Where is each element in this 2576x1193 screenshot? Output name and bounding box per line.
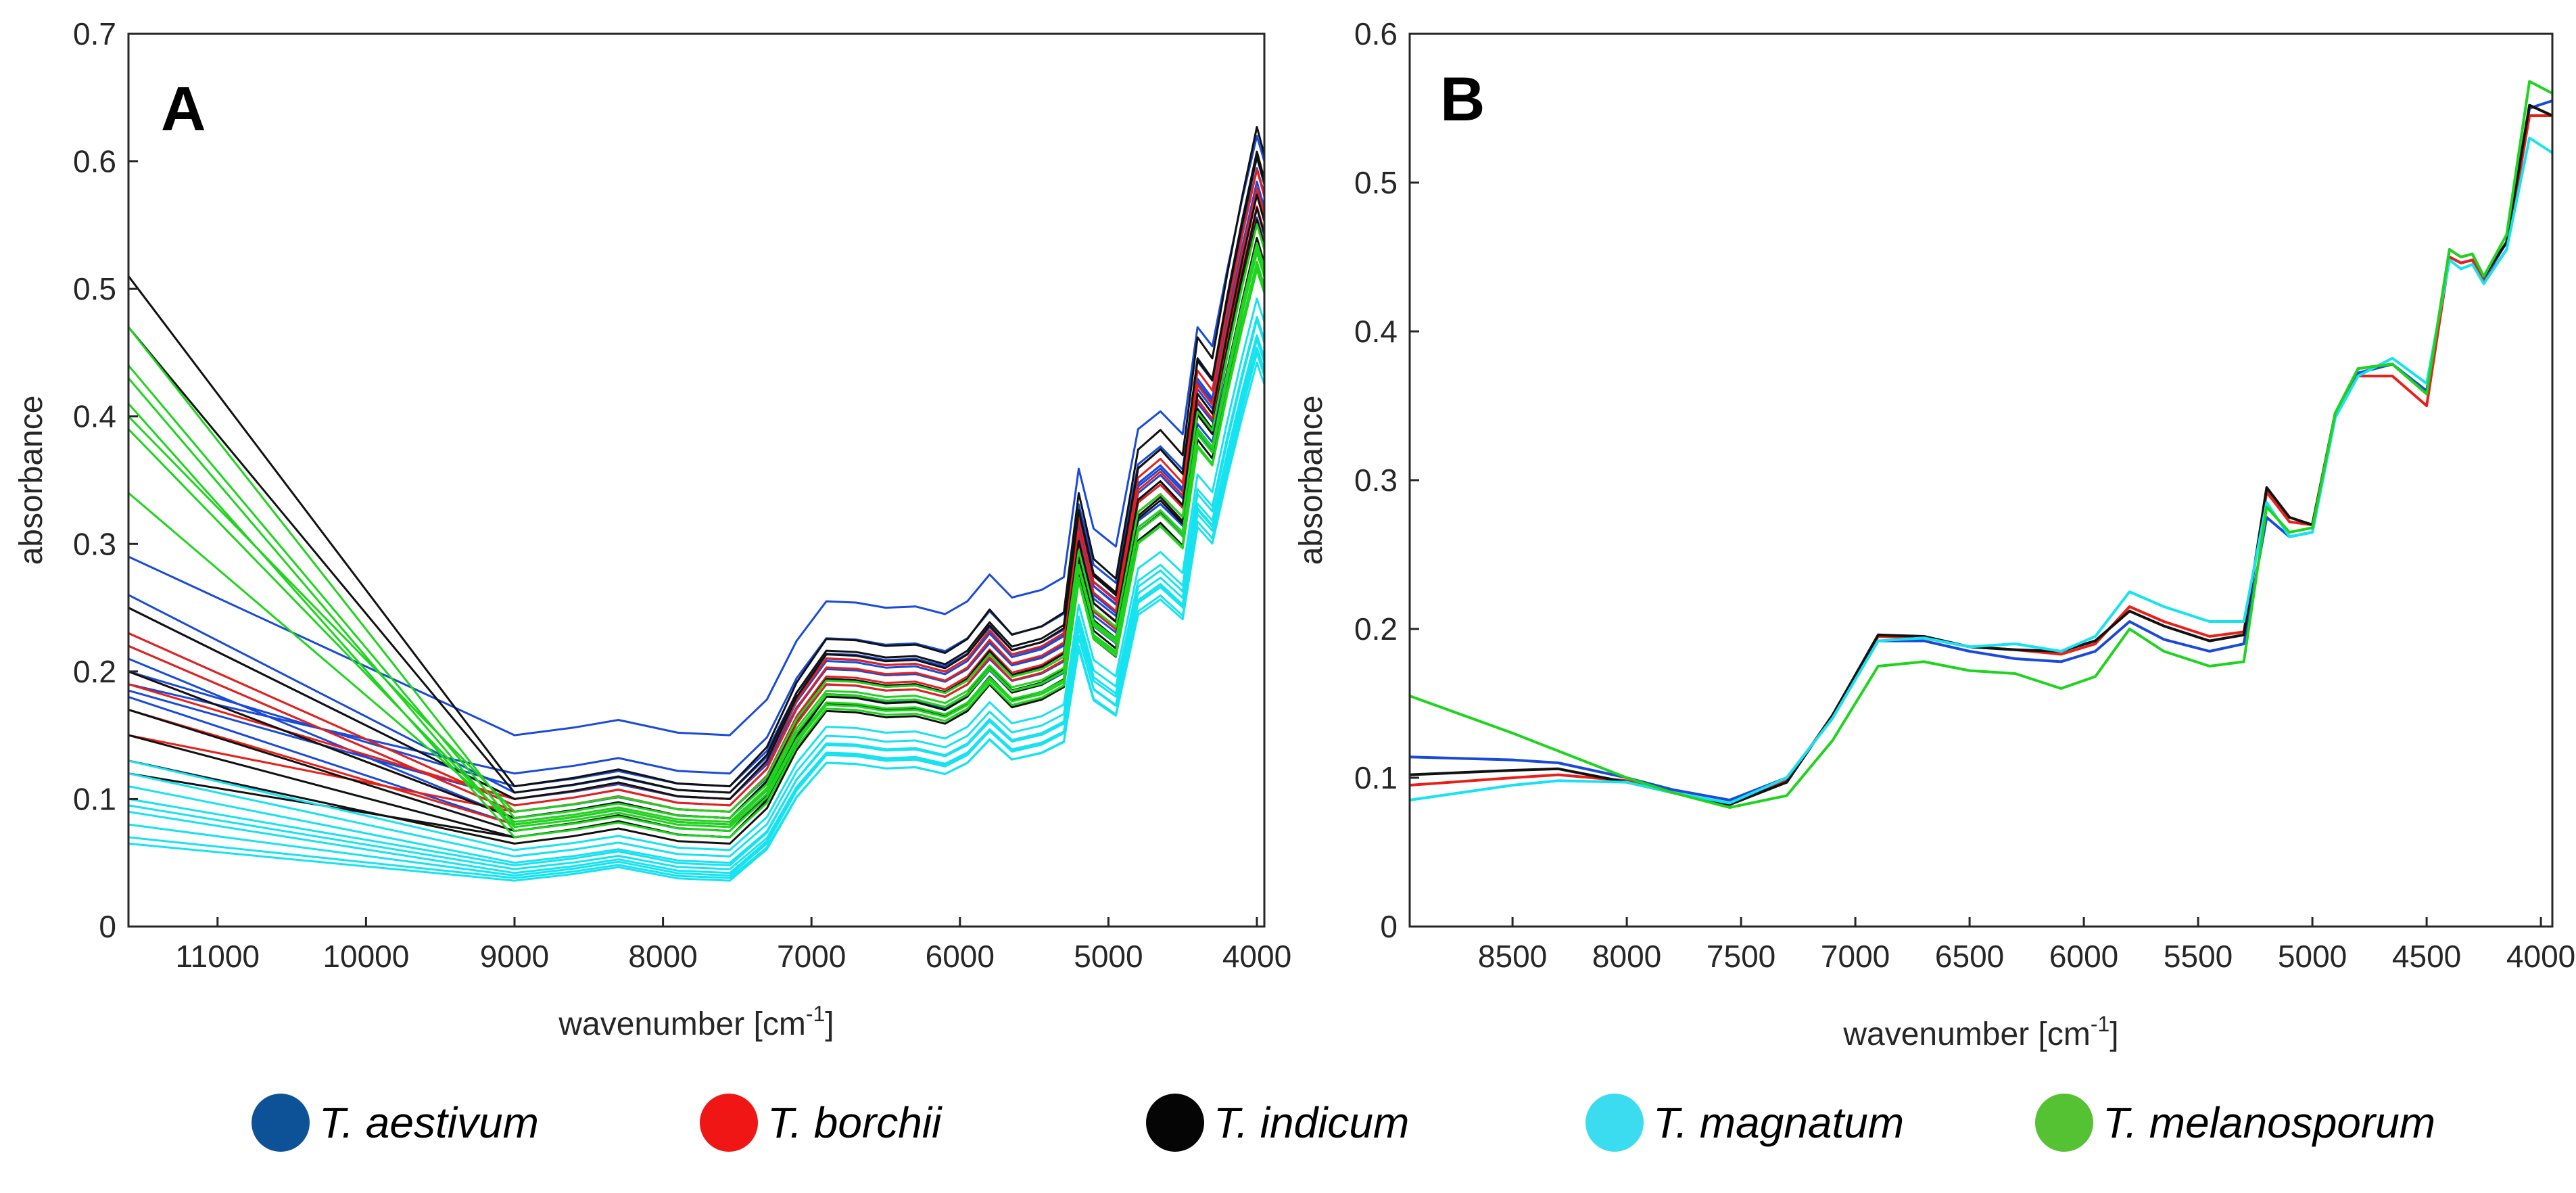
panel-b: 8500 8000 7500 7000 6500 6000 5500 5000 4500 4000…	[1293, 16, 2575, 1052]
panel-a-x-tick-label-9000: 9000	[480, 939, 549, 974]
panel-b-letter: B	[1440, 65, 1485, 134]
panel-a-spectrum-t-indicum-2	[127, 156, 1266, 794]
panel-a-spectrum-t-magnatum-9	[128, 352, 1266, 882]
panel-a-spectrum-t-indicum-1	[127, 126, 1266, 788]
panel-a-plot-area	[128, 34, 1264, 927]
panel-a-spectrum-t-indicum-7	[128, 249, 1266, 845]
panel-b-x-tick-label-4000: 4000	[2506, 939, 2575, 974]
panel-a-series	[127, 126, 1266, 882]
legend-label-t-magnatum: T. magnatum	[1653, 1098, 1905, 1147]
panel-a-spectrum-t-melanosporum-4	[127, 260, 1266, 839]
legend-label-t-indicum: T. indicum	[1214, 1098, 1410, 1147]
panel-b-y-tick-label-6: 0.6	[1354, 16, 1398, 51]
panel-b-x-axis-label-main: wavenumber [cm	[1842, 1016, 2090, 1052]
legend-item-t-melanosporum: T. melanosporum	[2035, 1082, 2435, 1163]
legend-item-t-indicum: T. indicum	[1146, 1082, 1409, 1163]
panel-a-x-axis-label: wavenumber [cm-1]	[558, 1002, 834, 1042]
panel-a-y-tick-label-2: 0.2	[73, 654, 116, 689]
panel-a-spectrum-t-melanosporum-5	[127, 223, 1266, 813]
panel-b-x-tick-label-4500: 4500	[2392, 939, 2461, 974]
panel-a-y-tick-label-1: 0.1	[73, 781, 116, 816]
legend-label-t-aestivum: T. aestivum	[319, 1098, 539, 1147]
panel-a-y-tick-label-0: 0	[99, 909, 116, 944]
legend-item-t-borchii: T. borchii	[700, 1082, 941, 1163]
panel-b-y-tick-label-1: 0.1	[1354, 760, 1398, 795]
panel-b-frame	[1408, 32, 2554, 928]
panel-a-x-tick-label-6000: 6000	[926, 939, 995, 974]
panel-a-x-axis-label-sup: -1	[806, 1002, 825, 1026]
panel-a-x-tick-label-5000: 5000	[1074, 939, 1143, 974]
legend-label-t-melanosporum: T. melanosporum	[2103, 1098, 2436, 1147]
panel-b-x-tick-label-7500: 7500	[1707, 939, 1775, 974]
panel-b-x-tick-label-7000: 7000	[1821, 939, 1890, 974]
panel-b-mean-spectrum-t-melanosporum	[1409, 80, 2553, 809]
panel-a-spectrum-t-magnatum-3	[128, 334, 1266, 864]
legend-swatch-t-borchii	[700, 1094, 758, 1152]
panel-a-y-tick-label-7: 0.7	[73, 16, 116, 51]
panel-a-y-tick-label-6: 0.6	[73, 144, 116, 179]
panel-a-axes: 11000 10000 9000 8000 7000 6000 5000 4000 0 0.1 0.…	[73, 16, 1291, 974]
panel-a-x-tick-label-8000: 8000	[628, 939, 697, 974]
panel-b-x-axis-label: wavenumber [cm-1]	[1842, 1012, 2118, 1052]
panel-a-x-tick-label-4000: 4000	[1222, 939, 1291, 974]
panel-a-x-tick-label-7000: 7000	[777, 939, 846, 974]
panel-a-spectrum-t-melanosporum-7	[128, 251, 1266, 823]
legend-swatch-t-magnatum	[1585, 1094, 1644, 1152]
panel-a-spectrum-t-melanosporum-1	[127, 248, 1266, 820]
panel-b-x-tick-label-5500: 5500	[2164, 939, 2233, 974]
panel-a-spectrum-t-aestivum-9	[128, 135, 1266, 736]
legend-swatch-t-aestivum	[252, 1094, 310, 1152]
panel-a-letter: A	[161, 74, 206, 143]
panel-a-y-axis-label: absorbance	[14, 396, 49, 565]
panel-a-y-tick-label-3: 0.3	[73, 526, 116, 561]
panel-a-x-axis-label-suffix: ]	[825, 1006, 834, 1042]
panel-b-x-axis-label-sup: -1	[2091, 1012, 2109, 1036]
legend-item-t-aestivum: T. aestivum	[252, 1082, 539, 1163]
legend-swatch-t-melanosporum	[2035, 1094, 2093, 1152]
panel-a-spectrum-t-magnatum-1	[128, 298, 1266, 851]
panel-b-x-tick-label-8500: 8500	[1478, 939, 1547, 974]
panel-a-spectrum-t-melanosporum-6	[127, 268, 1266, 828]
panel-a-spectrum-t-indicum-3	[128, 150, 1266, 800]
panel-b-x-tick-label-5000: 5000	[2278, 939, 2347, 974]
legend-label-t-borchii: T. borchii	[767, 1098, 942, 1147]
panel-b-y-tick-label-3: 0.3	[1354, 463, 1398, 498]
panel-a-y-tick-label-5: 0.5	[73, 271, 116, 306]
panel-b-x-axis-label-suffix: ]	[2109, 1016, 2118, 1052]
panel-a-x-tick-label-11000: 11000	[176, 939, 260, 974]
panel-b-y-tick-label-0: 0	[1380, 909, 1398, 944]
panel-a-spectrum-t-magnatum-7	[128, 335, 1266, 877]
panel-a: 11000 10000 9000 8000 7000 6000 5000 4000 0 0.1 0.…	[14, 16, 1291, 1042]
panel-a-frame	[127, 32, 1266, 928]
panel-b-x-tick-label-6500: 6500	[1935, 939, 2004, 974]
legend: T. aestivum T. borchii T. indicum T. mag…	[0, 1082, 2576, 1163]
panel-b-y-tick-label-5: 0.5	[1354, 165, 1398, 200]
panel-a-y-tick-label-4: 0.4	[73, 399, 116, 434]
legend-swatch-t-indicum	[1146, 1094, 1204, 1152]
panel-b-x-tick-label-8000: 8000	[1592, 939, 1661, 974]
panel-b-x-tick-label-6000: 6000	[2049, 939, 2118, 974]
panel-a-x-tick-label-10000: 10000	[323, 939, 409, 974]
panel-a-spectrum-t-magnatum-2	[128, 316, 1266, 858]
panel-a-spectrum-t-borchii-1	[128, 187, 1266, 807]
panel-b-axes: 8500 8000 7500 7000 6500 6000 5500 5000 4500 4000…	[1354, 16, 2575, 974]
panel-b-series	[1409, 80, 2554, 809]
panel-b-y-tick-label-4: 0.4	[1354, 314, 1398, 349]
panel-b-y-axis-label: absorbance	[1293, 396, 1329, 565]
panel-b-plot-area	[1410, 34, 2552, 927]
legend-item-t-magnatum: T. magnatum	[1585, 1082, 1904, 1163]
panel-a-spectrum-t-magnatum-4	[128, 319, 1266, 866]
panel-a-x-axis-label-main: wavenumber [cm	[558, 1006, 805, 1042]
panel-b-y-tick-label-2: 0.2	[1354, 611, 1398, 647]
panel-b-mean-spectrum-t-magnatum	[1409, 137, 2554, 805]
